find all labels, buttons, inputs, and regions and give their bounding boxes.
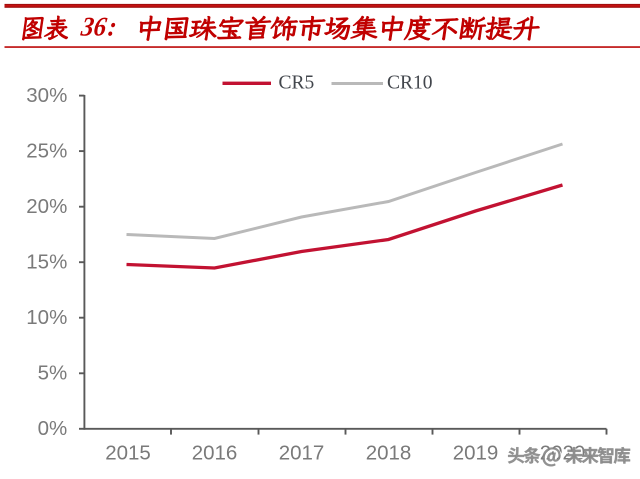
- svg-text:2019: 2019: [453, 441, 499, 464]
- svg-text:10%: 10%: [26, 306, 67, 329]
- svg-text:2017: 2017: [279, 441, 325, 464]
- svg-text:2016: 2016: [192, 441, 238, 464]
- svg-text:15%: 15%: [26, 250, 67, 273]
- svg-text:30%: 30%: [26, 84, 67, 107]
- svg-text:36: 36: [78, 11, 109, 41]
- svg-text:CR5: CR5: [279, 73, 315, 94]
- svg-text:CR10: CR10: [387, 73, 433, 94]
- svg-text:25%: 25%: [26, 139, 67, 162]
- svg-text:2018: 2018: [366, 441, 412, 464]
- svg-text:5%: 5%: [38, 362, 68, 385]
- svg-text:2015: 2015: [105, 441, 151, 464]
- svg-text:20%: 20%: [26, 195, 67, 218]
- svg-text:0%: 0%: [38, 417, 68, 440]
